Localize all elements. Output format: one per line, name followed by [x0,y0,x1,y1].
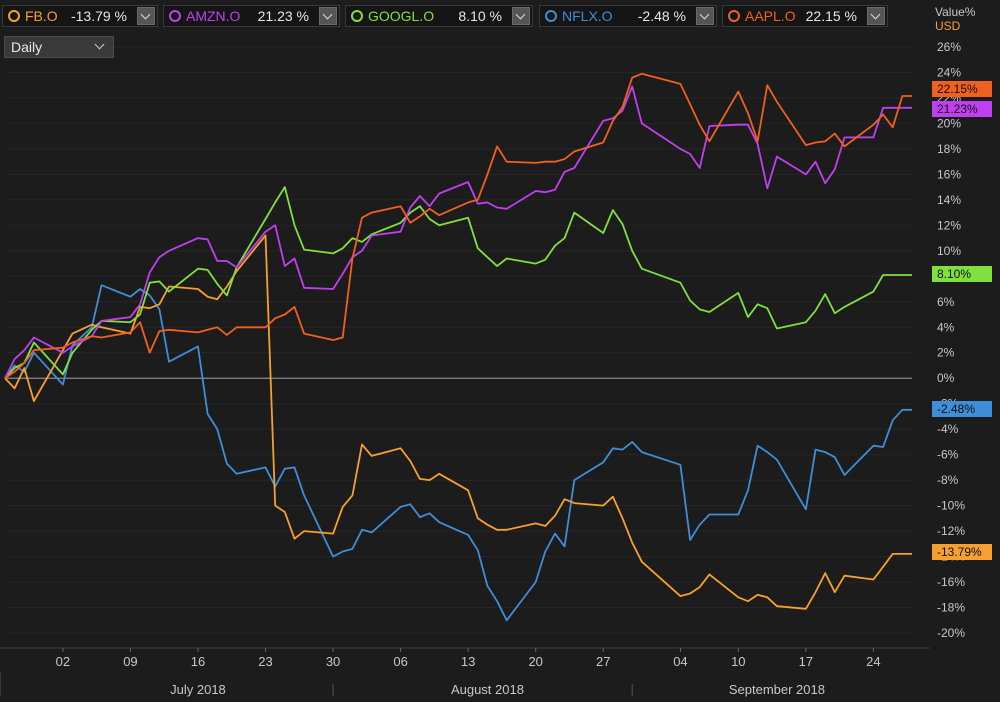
x-tick-label: 09 [123,654,137,669]
x-tick-label: 24 [866,654,880,669]
legend-change: -13.79 % [70,8,127,24]
x-tick-label: 13 [461,654,475,669]
y-tick-label: -10% [937,499,965,513]
series-ring-icon [728,10,740,22]
legend-change: 21.23 % [257,8,309,24]
series-lines [4,72,912,622]
end-label-text: 8.10% [937,267,971,281]
y-tick-label: -6% [937,448,959,462]
y-tick-label: 12% [937,218,961,232]
legend-item-nflx[interactable]: NFLX.O -2.48 % [539,5,717,27]
legend-change: 22.15 % [805,8,857,24]
x-tick-label: 17 [799,654,813,669]
chevron-down-icon[interactable] [319,7,337,25]
y-tick-label: -8% [937,473,959,487]
end-label-box [932,101,992,117]
period-selector[interactable]: Daily [4,36,114,58]
legend-item-amzn[interactable]: AMZN.O 21.23 % [163,5,340,27]
series-line-amzn-o [4,85,912,379]
end-label-text: -2.48% [937,402,975,416]
end-label-box [932,81,992,97]
y-tick-label: 10% [937,244,961,258]
chevron-down-icon[interactable] [696,7,714,25]
y-tick-label: 14% [937,193,961,207]
legend-bar: FB.O -13.79 % AMZN.O 21.23 % GOOGL.O 8.1… [0,0,930,34]
end-label-box [932,266,992,282]
y-tick-label: 16% [937,167,961,181]
x-tick-label: 06 [393,654,407,669]
x-tick-label: 04 [673,654,687,669]
y-tick-label: -20% [937,626,965,640]
x-tick-label: 27 [596,654,610,669]
legend-change: -2.48 % [637,8,686,24]
chevron-down-icon[interactable] [867,7,885,25]
y-tick-label: 18% [937,142,961,156]
y-tick-label: -4% [937,422,959,436]
period-label: Daily [11,39,43,55]
legend-item-aapl[interactable]: AAPL.O 22.15 % [722,5,888,27]
legend-symbol: GOOGL.O [368,8,435,24]
y-tick-label: 2% [937,346,955,360]
x-tick-label: 02 [56,654,70,669]
series-line-googl-o [4,186,912,379]
series-ring-icon [351,10,363,22]
series-line-aapl-o [4,72,912,379]
legend-symbol: FB.O [25,8,58,24]
x-tick-label: 23 [258,654,272,669]
y-tick-label: 0% [937,371,955,385]
chevron-down-icon[interactable] [512,7,530,25]
legend-item-googl[interactable]: GOOGL.O 8.10 % [345,5,533,27]
x-axis: 02 09 16 23 30 06 13 20 27 04 10 17 24 July 2018 Augus… [0,647,930,697]
end-label-text: 21.23% [937,102,978,116]
series-line-nflx-o [4,284,912,622]
y-tick-label: 6% [937,295,955,309]
x-tick-label: 10 [731,654,745,669]
y-tick-label: 4% [937,320,955,334]
series-ring-icon [8,10,20,22]
series-ring-icon [545,10,557,22]
axis-title-value: Value% [935,5,976,19]
y-tick-label: 20% [937,116,961,130]
end-label-text: -13.79% [937,545,982,559]
y-tick-label: -12% [937,524,965,538]
legend-item-fb[interactable]: FB.O -13.79 % [2,5,158,27]
end-label-box [932,544,992,560]
x-tick-label: 20 [528,654,542,669]
chevron-down-icon [94,39,105,50]
month-label: September 2018 [729,682,825,697]
legend-change: 8.10 % [458,8,502,24]
y-tick-label: 26% [937,40,961,54]
legend-symbol: AMZN.O [186,8,241,24]
end-label-text: 22.15% [937,82,978,96]
x-tick-label: 16 [191,654,205,669]
gridlines [5,46,912,634]
axis-title-currency: USD [935,19,961,33]
end-label-box [932,401,992,417]
chevron-down-icon[interactable] [137,7,155,25]
y-tick-label: -18% [937,601,965,615]
series-ring-icon [169,10,181,22]
legend-symbol: AAPL.O [745,8,796,24]
y-tick-label: -16% [937,575,965,589]
month-label: August 2018 [451,682,524,697]
legend-symbol: NFLX.O [562,8,613,24]
y-tick-label: 24% [937,65,961,79]
month-label: July 2018 [170,682,226,697]
x-tick-label: 30 [326,654,340,669]
series-line-fb-o [4,234,912,610]
series-end-labels: -13.79% 21.23% 8.10% -2.48% 22.15% [932,81,992,560]
